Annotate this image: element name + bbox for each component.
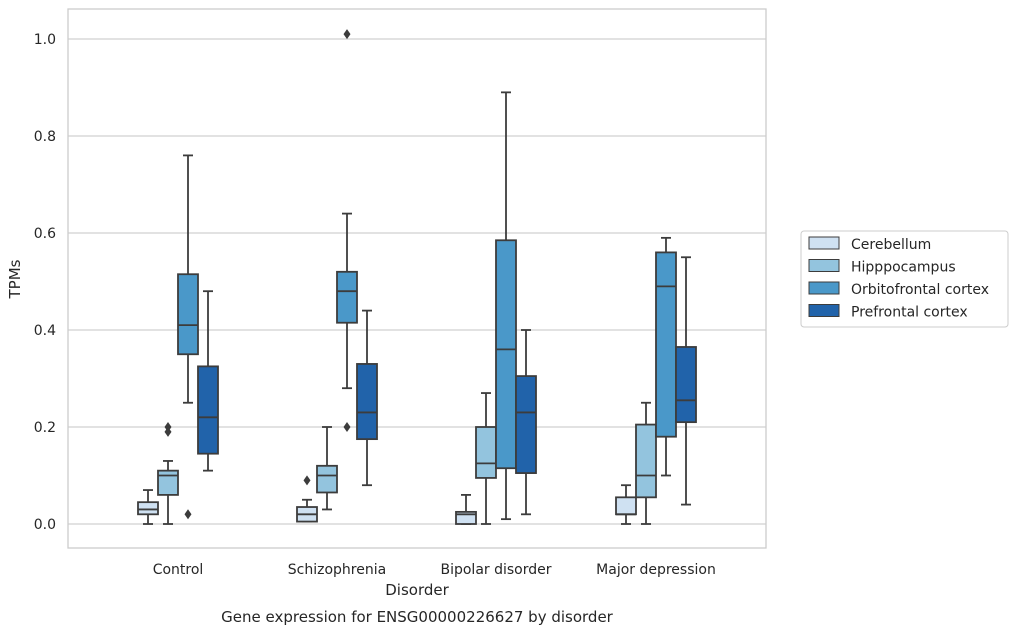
box-3-1 bbox=[356, 309, 378, 487]
box-3-0 bbox=[197, 290, 219, 472]
x-tick-label: Control bbox=[153, 562, 204, 578]
outlier-point bbox=[343, 422, 351, 432]
box-0-1 bbox=[296, 475, 318, 523]
box-1-1 bbox=[316, 426, 338, 511]
box-iqr bbox=[137, 501, 159, 516]
y-tick-label: 1.0 bbox=[34, 32, 56, 48]
legend-swatch bbox=[808, 281, 840, 295]
box-iqr bbox=[177, 273, 199, 356]
y-axis-ticks: 0.0 0.2 0.4 0.6 0.8 1.0 bbox=[34, 32, 56, 533]
legend-swatch bbox=[808, 259, 840, 272]
box-1-2 bbox=[475, 392, 497, 525]
box-iqr bbox=[356, 363, 378, 441]
legend-swatch bbox=[808, 304, 840, 317]
y-tick-label: 0.6 bbox=[34, 226, 56, 242]
y-tick-label: 0.8 bbox=[34, 129, 56, 145]
box-3-2 bbox=[515, 329, 537, 516]
box-1-0 bbox=[157, 422, 179, 525]
x-axis-label: Disorder bbox=[385, 581, 449, 599]
legend-swatch bbox=[808, 236, 840, 250]
legend-label: Orbitofrontal cortex bbox=[851, 282, 989, 298]
box-2-0 bbox=[177, 154, 199, 520]
outlier-point bbox=[164, 426, 172, 437]
box-iqr bbox=[197, 365, 219, 455]
plot-boxes bbox=[137, 29, 697, 525]
box-2-2 bbox=[495, 91, 517, 521]
x-tick-label: Bipolar disorder bbox=[440, 562, 551, 578]
outlier-point bbox=[303, 475, 311, 486]
box-iqr bbox=[515, 375, 537, 474]
box-2-1 bbox=[336, 29, 358, 432]
legend-label: Prefrontal cortex bbox=[851, 305, 968, 321]
x-tick-label: Schizophrenia bbox=[288, 562, 386, 578]
box-iqr bbox=[655, 251, 677, 438]
box-iqr bbox=[495, 239, 517, 470]
box-0-2 bbox=[455, 493, 477, 525]
legend-label: Cerebellum bbox=[851, 237, 931, 253]
box-1-3 bbox=[635, 401, 657, 525]
y-tick-label: 0.2 bbox=[34, 420, 56, 436]
box-2-3 bbox=[655, 236, 677, 477]
y-axis-label: TPMs bbox=[6, 259, 24, 299]
box-iqr bbox=[635, 423, 657, 499]
box-iqr bbox=[316, 464, 338, 494]
outlier-point bbox=[343, 29, 351, 40]
box-iqr bbox=[675, 346, 697, 424]
legend-label: Hipppocampus bbox=[851, 260, 956, 276]
box-iqr bbox=[157, 469, 179, 496]
box-0-0 bbox=[137, 489, 159, 525]
box-iqr bbox=[336, 270, 358, 324]
plot-frame bbox=[67, 8, 767, 549]
box-3-3 bbox=[675, 256, 697, 506]
chart-caption: Gene expression for ENSG00000226627 by d… bbox=[221, 608, 614, 626]
box-0-3 bbox=[615, 484, 637, 525]
outlier-point bbox=[184, 509, 192, 520]
y-tick-label: 0.0 bbox=[34, 517, 56, 533]
y-tick-label: 0.4 bbox=[34, 323, 56, 339]
legend-frame bbox=[800, 230, 1009, 328]
legend: Cerebellum Hipppocampus Orbitofrontal cort… bbox=[800, 230, 1009, 328]
x-tick-label: Major depression bbox=[596, 562, 716, 578]
box-iqr bbox=[475, 426, 497, 479]
box-iqr bbox=[615, 496, 637, 516]
x-axis-ticks: Control Schizophrenia Bipolar disorder Majo… bbox=[153, 562, 716, 578]
